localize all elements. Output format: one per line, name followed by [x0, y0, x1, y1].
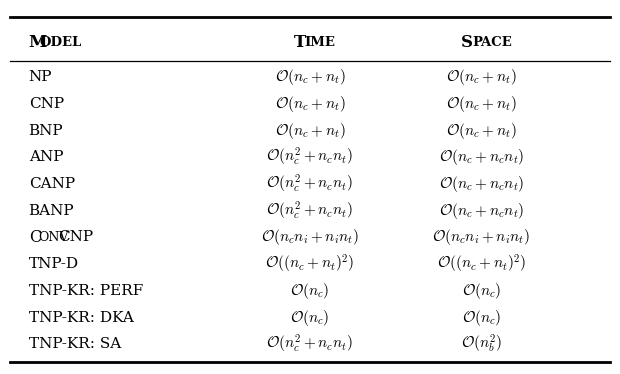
Text: PACE: PACE	[472, 36, 512, 49]
Text: TNP-KR: SA: TNP-KR: SA	[29, 337, 121, 351]
Text: $\mathcal{O}(n_c^2 + n_c n_t)$: $\mathcal{O}(n_c^2 + n_c n_t)$	[267, 146, 353, 168]
Text: $\mathcal{O}(n_c^2 + n_c n_t)$: $\mathcal{O}(n_c^2 + n_c n_t)$	[267, 333, 353, 355]
Text: $\mathcal{O}((n_c + n_t)^2)$: $\mathcal{O}((n_c + n_t)^2)$	[436, 253, 526, 275]
Text: IME: IME	[304, 36, 335, 49]
Text: BNP: BNP	[29, 124, 63, 138]
Text: $\mathcal{O}(n_c + n_t)$: $\mathcal{O}(n_c + n_t)$	[446, 94, 516, 114]
Text: $\mathcal{O}(n_c + n_t)$: $\mathcal{O}(n_c + n_t)$	[446, 121, 516, 141]
Text: CANP: CANP	[29, 177, 75, 191]
Text: TNP-KR: DKA: TNP-KR: DKA	[29, 310, 133, 325]
Text: $\mathcal{O}(n_c + n_c n_t)$: $\mathcal{O}(n_c + n_c n_t)$	[438, 147, 524, 168]
Text: ODEL: ODEL	[40, 36, 82, 49]
Text: $\mathcal{O}(n_c n_i + n_i n_t)$: $\mathcal{O}(n_c n_i + n_i n_t)$	[261, 227, 359, 248]
Text: S: S	[461, 34, 473, 51]
Text: $\mathcal{O}((n_c + n_t)^2)$: $\mathcal{O}((n_c + n_t)^2)$	[265, 253, 355, 275]
Text: $\mathcal{O}(n_c)$: $\mathcal{O}(n_c)$	[290, 281, 330, 301]
Text: $\mathcal{O}(n_c^2 + n_c n_t)$: $\mathcal{O}(n_c^2 + n_c n_t)$	[267, 200, 353, 222]
Text: $\mathcal{O}(n_c + n_t)$: $\mathcal{O}(n_c + n_t)$	[446, 67, 516, 87]
Text: $\mathcal{O}(n_c)$: $\mathcal{O}(n_c)$	[462, 281, 501, 301]
Text: $\mathcal{O}(n_c)$: $\mathcal{O}(n_c)$	[290, 307, 330, 328]
Text: $\mathcal{O}(n_c + n_c n_t)$: $\mathcal{O}(n_c + n_c n_t)$	[438, 201, 524, 221]
Text: $\mathcal{O}(n_c + n_t)$: $\mathcal{O}(n_c + n_t)$	[275, 121, 345, 141]
Text: ONV: ONV	[38, 231, 69, 244]
Text: TNP-KR: PERF: TNP-KR: PERF	[29, 284, 143, 298]
Text: TNP-D: TNP-D	[29, 257, 79, 271]
Text: $\mathcal{O}(n_b^2)$: $\mathcal{O}(n_b^2)$	[461, 333, 502, 355]
Text: $\mathcal{O}(n_c + n_t)$: $\mathcal{O}(n_c + n_t)$	[275, 67, 345, 87]
Text: CNP: CNP	[59, 230, 94, 245]
Text: BANP: BANP	[29, 204, 74, 218]
Text: $\mathcal{O}(n_c + n_t)$: $\mathcal{O}(n_c + n_t)$	[275, 94, 345, 114]
Text: $\mathcal{O}(n_c n_i + n_i n_t)$: $\mathcal{O}(n_c n_i + n_i n_t)$	[432, 227, 530, 248]
Text: T: T	[293, 34, 306, 51]
Text: M: M	[29, 34, 47, 51]
Text: ANP: ANP	[29, 150, 63, 165]
Text: C: C	[29, 229, 41, 246]
Text: CNP: CNP	[29, 97, 64, 111]
Text: $\mathcal{O}(n_c)$: $\mathcal{O}(n_c)$	[462, 307, 501, 328]
Text: $\mathcal{O}(n_c^2 + n_c n_t)$: $\mathcal{O}(n_c^2 + n_c n_t)$	[267, 173, 353, 195]
Text: $\mathcal{O}(n_c + n_c n_t)$: $\mathcal{O}(n_c + n_c n_t)$	[438, 174, 524, 194]
Text: NP: NP	[29, 70, 52, 84]
